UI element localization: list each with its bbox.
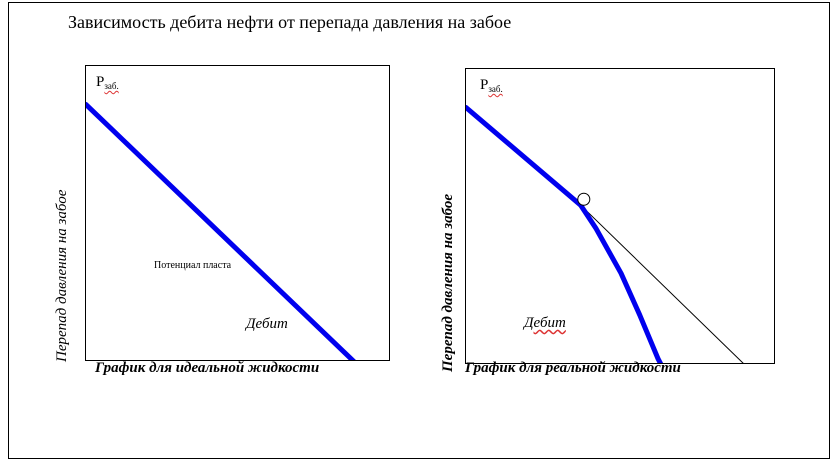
ideal-extrapolation-line bbox=[580, 204, 744, 363]
ideal-x-axis-label: График для идеальной жидкости bbox=[95, 360, 320, 376]
chart-real-svg bbox=[466, 105, 744, 363]
real-y-axis-label: Перепад давления на забое bbox=[440, 193, 456, 372]
ideal-debit-label: Дебит bbox=[246, 316, 288, 332]
ideal-y-axis-label: Перепад давления на забое bbox=[54, 189, 70, 362]
chart-frame bbox=[8, 2, 830, 459]
page-title: Зависимость дебита нефти от перепада дав… bbox=[68, 12, 512, 32]
real-x-axis-label: График для реальной жидкости bbox=[465, 360, 681, 376]
real-debit-label: Дебит bbox=[524, 315, 566, 331]
reservoir-potential-label: Потенциал пласта bbox=[154, 260, 232, 271]
real-p-label: Pзаб. bbox=[480, 77, 503, 94]
chart-real-plot-area: Pзаб. Дебит bbox=[465, 68, 775, 364]
bubble-point-marker bbox=[577, 192, 591, 206]
ideal-inflow-line bbox=[86, 102, 356, 360]
chart-ideal-plot-area: Pзаб. Потенциал пласта Дебит bbox=[85, 65, 390, 361]
real-inflow-curve bbox=[466, 105, 664, 363]
ideal-p-label: Pзаб. bbox=[96, 74, 119, 91]
chart-ideal-svg bbox=[86, 102, 356, 360]
